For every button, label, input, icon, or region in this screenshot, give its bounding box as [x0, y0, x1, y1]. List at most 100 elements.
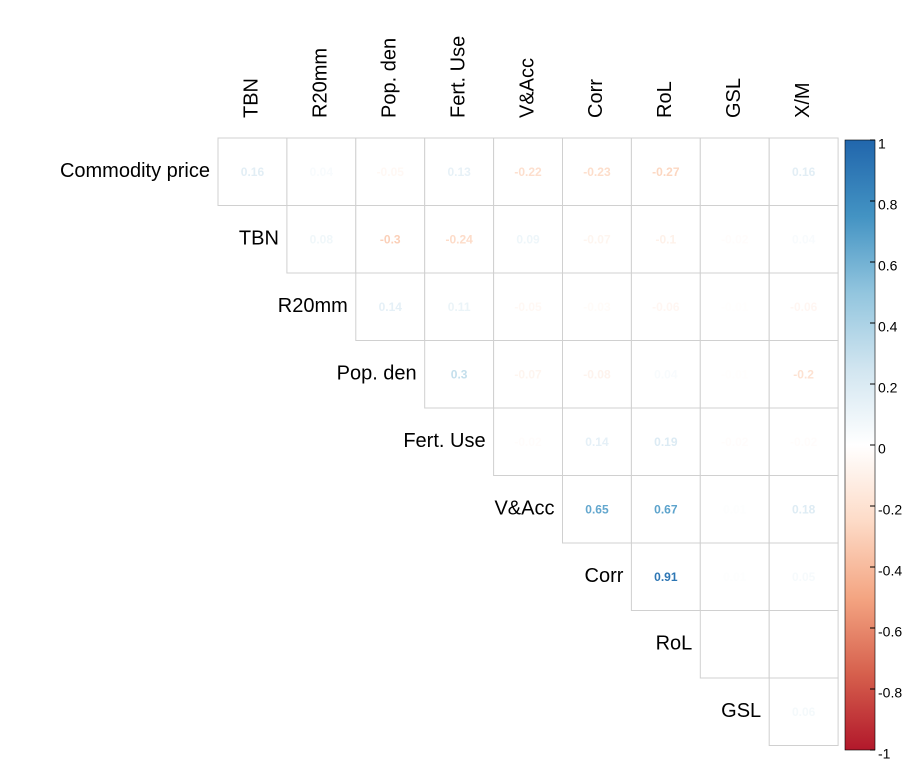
cell-value: -0.27	[652, 165, 680, 179]
cell-value: -0.2	[793, 367, 814, 381]
cell-value: -0.08	[583, 367, 611, 381]
colorbar-tick-label: 1	[878, 136, 886, 152]
cell-value: -0.01	[721, 300, 749, 314]
cell-value: 0.05	[792, 570, 816, 584]
cell-value: 0.18	[792, 502, 816, 516]
cell-value: 0	[800, 637, 807, 651]
column-label: Fert. Use	[447, 36, 469, 118]
row-label: R20mm	[278, 295, 348, 317]
cell	[355, 272, 426, 341]
cell	[768, 475, 839, 544]
cell-value: 0.65	[585, 502, 609, 516]
cell	[768, 205, 839, 274]
cell	[768, 542, 839, 611]
cell	[699, 137, 770, 206]
cell-value: 0	[731, 637, 738, 651]
column-label: TBN	[241, 78, 263, 118]
column-label: Pop. den	[379, 38, 401, 118]
row-label: RoL	[656, 633, 693, 655]
cell-value: 0.01	[723, 502, 747, 516]
cell-value: 0.04	[310, 165, 334, 179]
cell-value: -0.07	[514, 367, 542, 381]
row-label: Commodity price	[60, 160, 210, 182]
cell-value: -0.05	[377, 165, 405, 179]
cell-value: -0.02	[721, 232, 749, 246]
cell-value: 0.04	[654, 367, 678, 381]
cell	[768, 677, 839, 746]
colorbar-tick-label: 0.8	[878, 197, 898, 213]
cell-value: -0.02	[721, 435, 749, 449]
row-label: GSL	[721, 700, 761, 722]
cell	[286, 137, 357, 206]
cell	[630, 272, 701, 341]
cell-value: -0.06	[790, 300, 818, 314]
column-label: X/M	[792, 82, 814, 118]
colorbar-tick-label: -0.6	[878, 624, 902, 640]
cell-value: 0.06	[792, 705, 816, 719]
cell-value: 0.08	[310, 232, 334, 246]
cell	[768, 272, 839, 341]
cell-value: 0.04	[792, 232, 816, 246]
column-label: RoL	[654, 81, 676, 118]
cell-value: -0.05	[514, 300, 542, 314]
cell	[493, 272, 564, 341]
cell	[424, 272, 495, 341]
cell-value: 0.13	[447, 165, 471, 179]
cell-value: 0.3	[451, 367, 468, 381]
cell-value: 0.14	[585, 435, 609, 449]
column-label: Corr	[585, 79, 607, 118]
cell	[562, 475, 632, 544]
cell	[424, 137, 495, 206]
cell-value: -0.03	[583, 300, 611, 314]
cell-value: -0.06	[652, 300, 680, 314]
row-label: Corr	[585, 565, 624, 587]
cell	[699, 340, 770, 409]
row-label: V&Acc	[494, 498, 554, 520]
cell	[493, 407, 564, 476]
cell-value: 0.16	[792, 165, 816, 179]
cell-value: 0.91	[654, 570, 678, 584]
colorbar-tick-label: 0.4	[878, 319, 898, 335]
colorbar-tick-label: 0	[878, 441, 886, 457]
cell	[424, 340, 495, 409]
row-label: TBN	[239, 228, 279, 250]
cell	[630, 542, 701, 611]
colorbar-tick-label: -0.4	[878, 563, 902, 579]
cell-value: -0.02	[790, 435, 818, 449]
cell	[768, 610, 839, 679]
cell	[562, 340, 632, 409]
cell-value: 0.01	[723, 570, 747, 584]
cell-value: 0.09	[516, 232, 540, 246]
cell-value: 0.11	[448, 300, 471, 314]
column-label: V&Acc	[516, 58, 538, 118]
cell-value: 0.16	[241, 165, 265, 179]
colorbar-tick-label: -0.2	[878, 502, 902, 518]
cell	[768, 340, 839, 409]
row-label: Pop. den	[337, 363, 417, 385]
cell	[562, 272, 632, 341]
row-label: Fert. Use	[403, 430, 485, 452]
cell	[562, 137, 632, 206]
cell-value: 0	[731, 165, 738, 179]
cell-value: -0.01	[721, 367, 749, 381]
cell	[286, 205, 357, 274]
cell	[424, 205, 495, 274]
cell-value: -0.1	[656, 232, 677, 246]
cell-value: 0.19	[654, 435, 678, 449]
cell-value: -0.24	[445, 232, 473, 246]
cell	[699, 272, 770, 341]
cell	[699, 205, 770, 274]
cell-value: -0.23	[583, 165, 611, 179]
cell	[630, 475, 701, 544]
colorbar-tick-label: -1	[878, 746, 891, 762]
cell-value: 0.67	[654, 502, 678, 516]
column-label: R20mm	[310, 48, 332, 118]
cell	[355, 137, 426, 206]
cell-value: 0.14	[379, 300, 403, 314]
colorbar-tick-label: 0.2	[878, 380, 898, 396]
cell-value: -0.22	[514, 165, 542, 179]
column-label: GSL	[723, 78, 745, 118]
cell	[630, 340, 701, 409]
cell	[699, 610, 770, 679]
